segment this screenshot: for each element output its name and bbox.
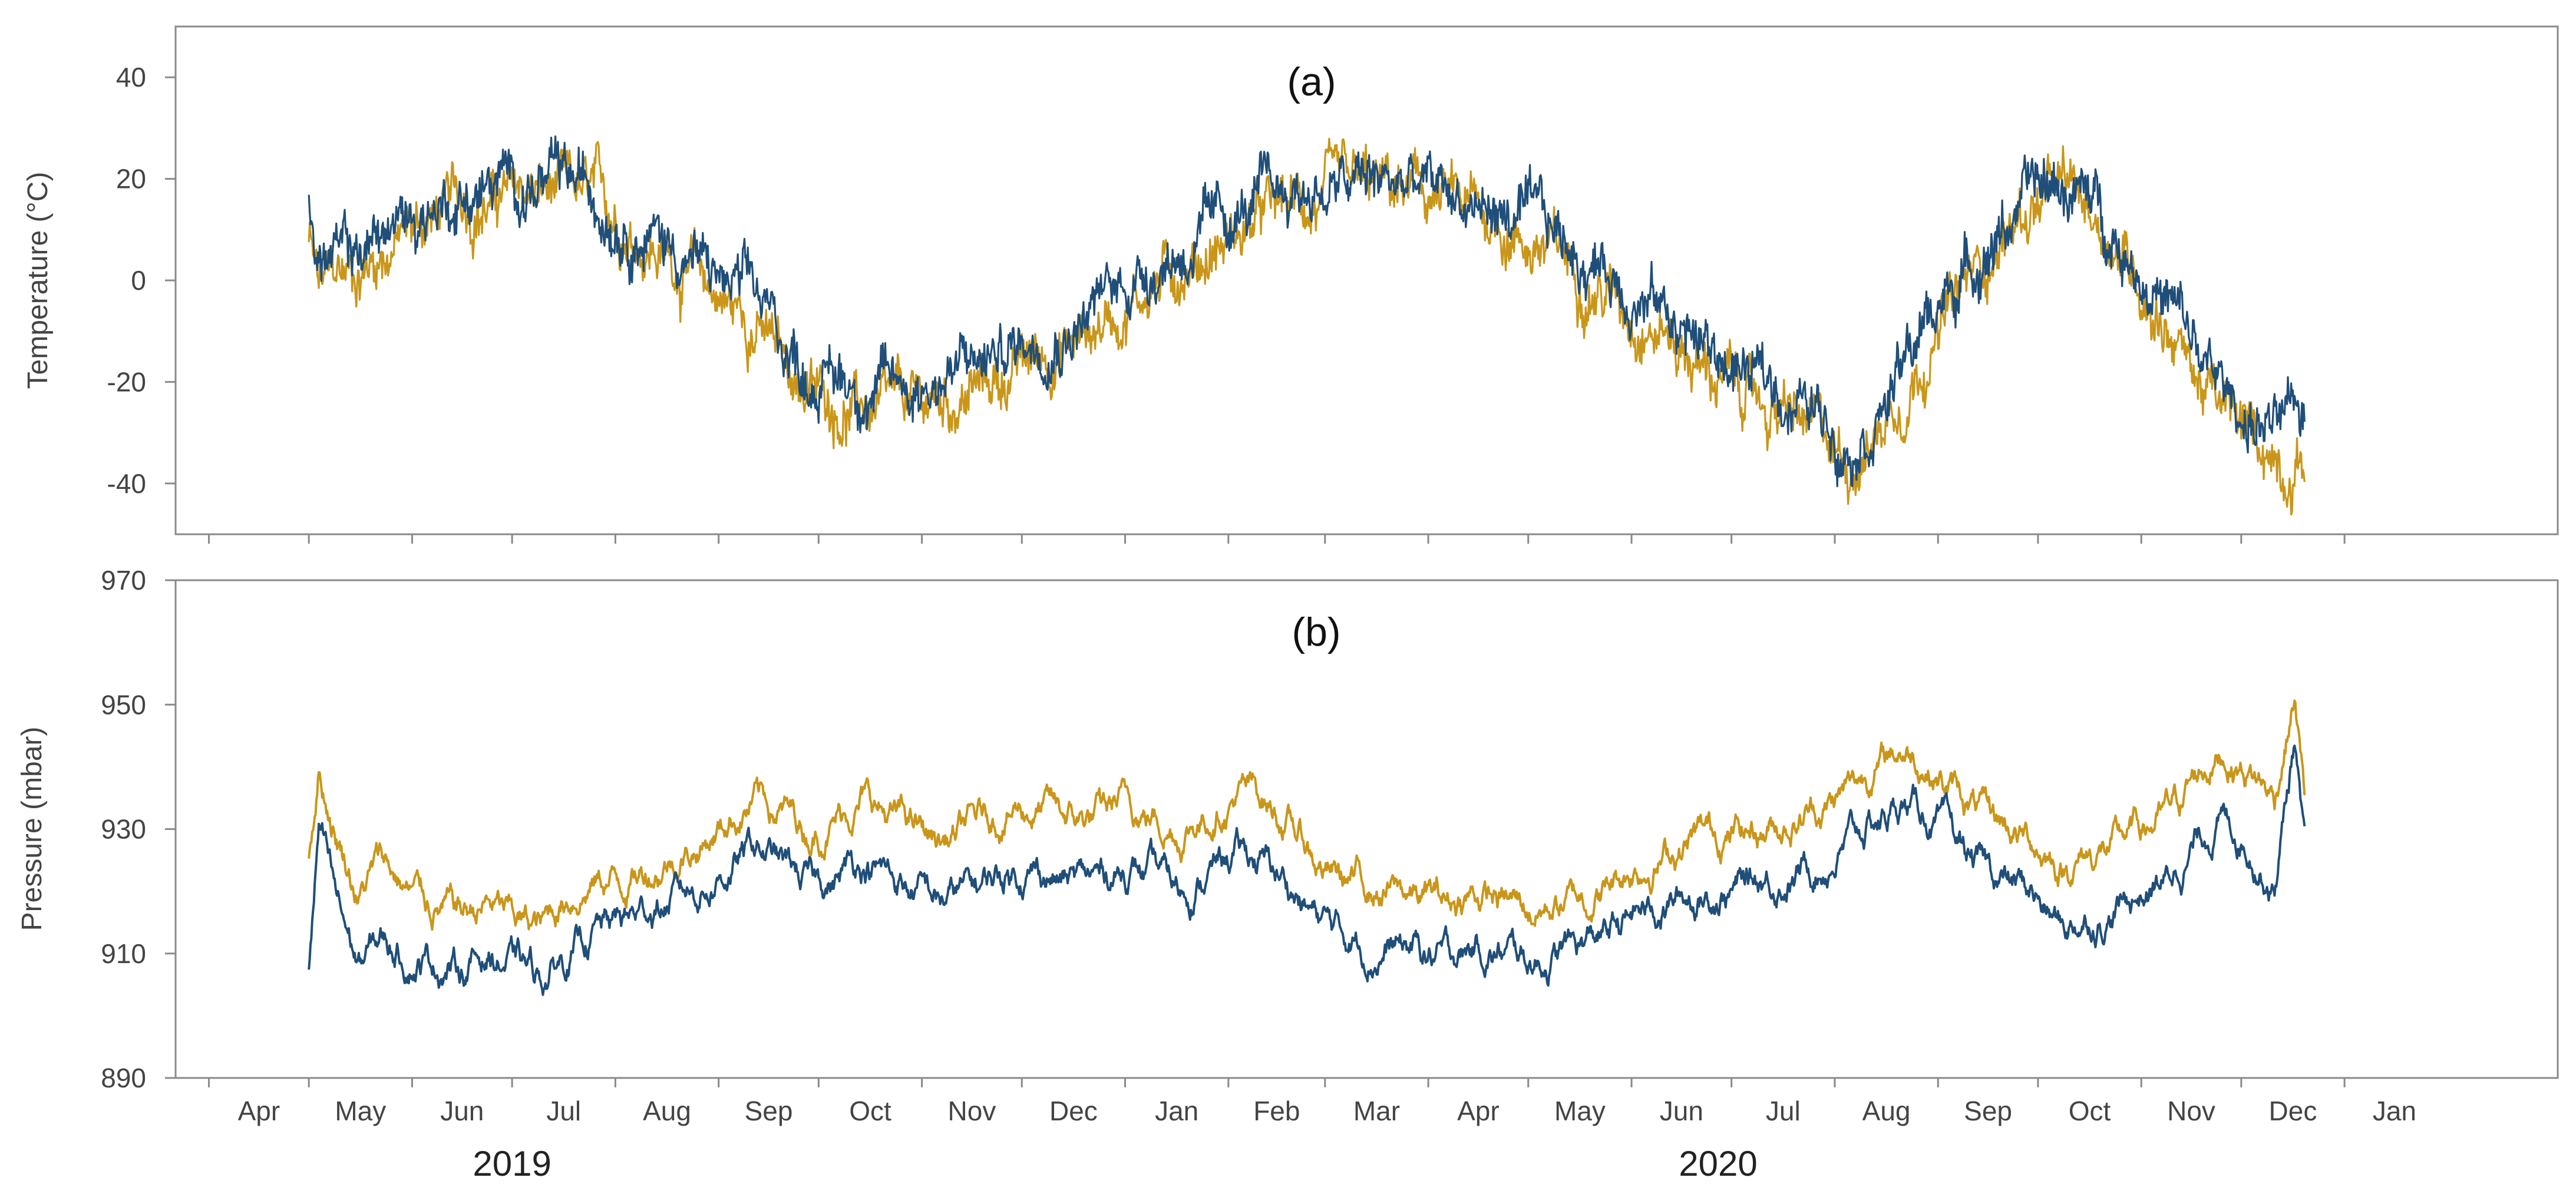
- y-tick-label: 40: [116, 62, 146, 92]
- x-tick-label: Jan: [1155, 1096, 1198, 1126]
- panel-a-y-ticks: -40 -20 0 20 40: [107, 62, 176, 499]
- month-labels: Apr May Jun Jul Aug Sep Oct Nov Dec Jan Feb Mar Apr M…: [238, 1096, 2416, 1126]
- x-tick-label: May: [335, 1096, 386, 1126]
- panel-a: -40 -20 0 20 40 (a) Temperature (°C): [22, 25, 2559, 544]
- y-tick-label: 20: [116, 164, 146, 194]
- panel-a-frame: [174, 25, 2559, 535]
- x-tick-label: Aug: [1862, 1096, 1911, 1126]
- panel-a-tag: (a): [1287, 59, 1336, 104]
- series-line-gold: [308, 699, 2306, 931]
- panel-b: 890 910 930 950 970 (b) Pressure (mbar): [16, 565, 2559, 1093]
- x-tick-label: Dec: [2269, 1096, 2317, 1126]
- panel-b-y-ticks: 890 910 930 950 970: [101, 565, 176, 1093]
- x-tick-label: Apr: [1457, 1096, 1500, 1126]
- x-tick-label: Aug: [643, 1096, 691, 1126]
- panel-a-y-label: Temperature (°C): [22, 172, 54, 389]
- x-tick-label: Dec: [1049, 1096, 1098, 1126]
- x-tick-label: Jan: [2373, 1096, 2416, 1126]
- y-tick-label: 970: [101, 565, 146, 596]
- year-labels: 2019 2020: [473, 1144, 1757, 1183]
- x-tick-label: Jun: [1660, 1096, 1703, 1126]
- x-tick-label: Jul: [1766, 1096, 1801, 1126]
- y-tick-label: 890: [101, 1063, 146, 1093]
- series-line-blue: [308, 135, 2306, 488]
- panel-b-tag: (b): [1292, 610, 1340, 654]
- x-tick-label: Jul: [546, 1096, 581, 1126]
- year-label: 2020: [1679, 1144, 1757, 1183]
- series-line-gold: [308, 137, 2306, 516]
- panel-b-x-ticks: [208, 1078, 2346, 1087]
- panel-b-y-label: Pressure (mbar): [16, 727, 48, 931]
- panel-a-x-ticks: [208, 534, 2346, 544]
- x-tick-label: Nov: [948, 1096, 996, 1126]
- x-tick-label: Feb: [1253, 1096, 1300, 1126]
- x-tick-label: Oct: [2069, 1096, 2111, 1126]
- y-tick-label: -20: [107, 366, 146, 397]
- x-tick-label: Apr: [238, 1096, 280, 1126]
- x-tick-label: Sep: [745, 1096, 793, 1126]
- x-tick-label: Oct: [849, 1096, 891, 1126]
- x-tick-label: Mar: [1353, 1096, 1400, 1126]
- x-tick-label: Sep: [1964, 1096, 2012, 1126]
- x-tick-label: Jun: [440, 1096, 484, 1126]
- y-tick-label: 910: [101, 938, 146, 969]
- y-tick-label: 0: [131, 265, 146, 296]
- y-tick-label: 950: [101, 689, 146, 720]
- panel-b-series: [308, 699, 2306, 996]
- y-tick-label: -40: [107, 468, 146, 499]
- x-tick-label: Nov: [2167, 1096, 2215, 1126]
- panel-a-series: [308, 135, 2306, 516]
- x-tick-label: May: [1554, 1096, 1606, 1126]
- panel-b-frame: [174, 579, 2559, 1079]
- y-tick-label: 930: [101, 814, 146, 845]
- year-label: 2019: [473, 1144, 551, 1183]
- series-line-blue: [308, 744, 2306, 996]
